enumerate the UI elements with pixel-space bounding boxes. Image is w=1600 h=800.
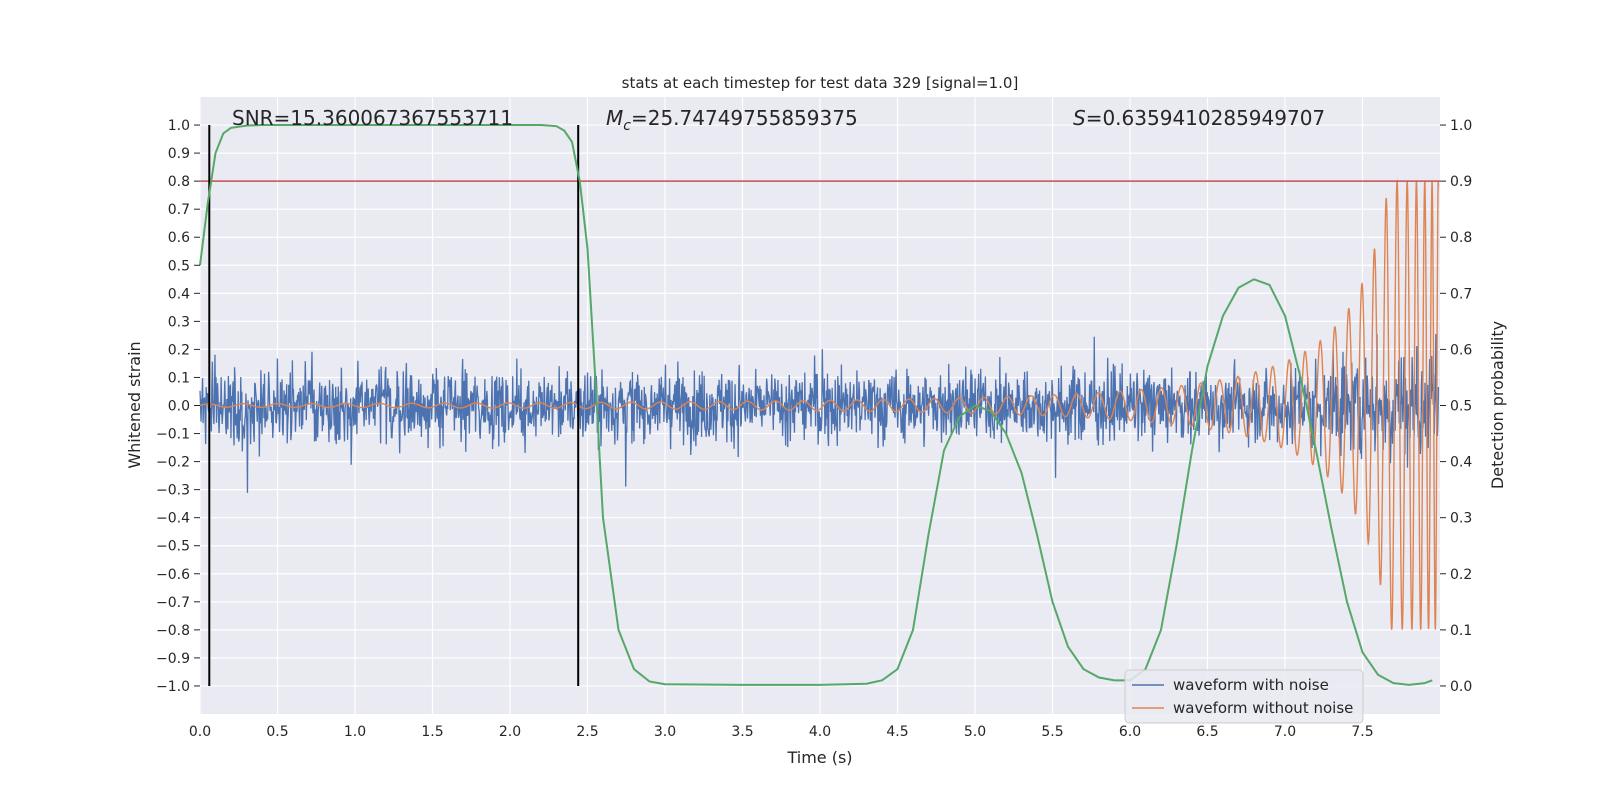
chart-title: stats at each timestep for test data 329… xyxy=(622,74,1019,92)
x-tick-label: 4.5 xyxy=(886,724,908,740)
y-tick-label: −0.2 xyxy=(156,455,190,471)
vertical-markers xyxy=(208,125,580,686)
chirp-mass-symbol: M xyxy=(606,106,623,130)
y-tick-label: 0.3 xyxy=(168,314,190,330)
x-tick-label: 4.0 xyxy=(809,724,831,740)
x-tick-label: 6.5 xyxy=(1196,724,1218,740)
x-tick-labels: 0.0 0.5 1.0 1.5 2.0 2.5 3.0 3.5 4.0 4.5 5.0 5.5 6.0 6… xyxy=(189,724,1374,740)
y-tick-label: −0.3 xyxy=(156,483,190,499)
x-tick-label: 0.0 xyxy=(189,724,211,740)
y2-tick-label: 0.3 xyxy=(1450,511,1472,527)
y-tick-label: 0.4 xyxy=(168,286,190,302)
y-tick-label: 0.7 xyxy=(168,202,190,218)
x-tick-label: 7.5 xyxy=(1351,724,1373,740)
x-tick-label: 1.5 xyxy=(421,724,443,740)
y-axis-label: Whitened strain xyxy=(125,341,144,468)
x-tick-label: 2.0 xyxy=(499,724,521,740)
y-tick-label: −0.4 xyxy=(156,511,190,527)
y2-tick-label: 0.1 xyxy=(1450,623,1472,639)
y-tick-labels: 1.0 0.9 0.8 0.7 0.6 0.5 0.4 0.3 0.2 0.1 0.0 −0.1 −0.… xyxy=(156,118,200,695)
x-tick-label: 6.0 xyxy=(1119,724,1141,740)
y-tick-label: 0.5 xyxy=(168,258,190,274)
legend: waveform with noise waveform without noi… xyxy=(1124,669,1364,724)
y2-tick-label: 0.0 xyxy=(1450,679,1472,695)
y-tick-label: −0.6 xyxy=(156,567,190,583)
series-waveform-without-noise xyxy=(199,179,1440,630)
y-tick-label: −0.1 xyxy=(156,427,190,443)
y-tick-label: 0.6 xyxy=(168,230,190,246)
y-tick-label: −0.7 xyxy=(156,595,190,611)
series-waveform-with-noise xyxy=(199,334,1440,493)
x-tick-label: 3.0 xyxy=(654,724,676,740)
y2-tick-label: 1.0 xyxy=(1450,118,1472,134)
x-tick-label: 1.0 xyxy=(344,724,366,740)
legend-label-clean: waveform without noise xyxy=(1173,699,1353,717)
y2-tick-label: 0.9 xyxy=(1450,174,1472,190)
y-tick-label: 0.0 xyxy=(168,399,190,415)
x-tick-label: 5.0 xyxy=(964,724,986,740)
x-tick-label: 3.5 xyxy=(731,724,753,740)
y2-tick-label: 0.7 xyxy=(1450,286,1472,302)
clean-waveform-line xyxy=(199,179,1440,630)
y2-tick-label: 0.5 xyxy=(1450,399,1472,415)
x-tick-label: 5.5 xyxy=(1041,724,1063,740)
noisy-waveform-line xyxy=(199,334,1440,493)
legend-label-noise: waveform with noise xyxy=(1173,676,1329,694)
s-symbol: S xyxy=(1073,106,1086,130)
y-tick-label: −0.8 xyxy=(156,623,190,639)
x-axis-label: Time (s) xyxy=(786,748,852,767)
y-tick-label: 1.0 xyxy=(168,118,190,134)
y2-tick-label: 0.8 xyxy=(1450,230,1472,246)
y-tick-label: −1.0 xyxy=(156,679,190,695)
x-tick-label: 2.5 xyxy=(576,724,598,740)
x-tick-label: 0.5 xyxy=(266,724,288,740)
x-tick-label: 7.0 xyxy=(1274,724,1296,740)
detection-probability-line xyxy=(199,124,1433,686)
y-tick-label: 0.9 xyxy=(168,146,190,162)
series-detection-probability xyxy=(199,124,1433,686)
chirp-mass-value: =25.74749755859375 xyxy=(631,106,858,130)
chirp-mass-subscript: c xyxy=(623,118,631,134)
y-tick-label: −0.9 xyxy=(156,651,190,667)
y2-axis-label: Detection probability xyxy=(1488,321,1507,489)
snr-annotation: SNR=15.360067367553711 xyxy=(232,106,513,130)
y-tick-label: −0.5 xyxy=(156,539,190,555)
y-tick-label: 0.2 xyxy=(168,342,190,358)
y2-tick-labels: 1.0 0.9 0.8 0.7 0.6 0.5 0.4 0.3 0.2 0.1 0.0 xyxy=(1440,118,1472,695)
y-tick-label: 0.1 xyxy=(168,370,190,386)
chirp-mass-annotation: Mc=25.74749755859375 xyxy=(606,106,858,134)
s-value: =0.6359410285949707 xyxy=(1086,106,1325,130)
y2-tick-label: 0.6 xyxy=(1450,342,1472,358)
y2-tick-label: 0.2 xyxy=(1450,567,1472,583)
s-annotation: S=0.6359410285949707 xyxy=(1073,106,1325,130)
y-tick-label: 0.8 xyxy=(168,174,190,190)
y2-tick-label: 0.4 xyxy=(1450,455,1472,471)
legend-box xyxy=(1124,669,1364,724)
